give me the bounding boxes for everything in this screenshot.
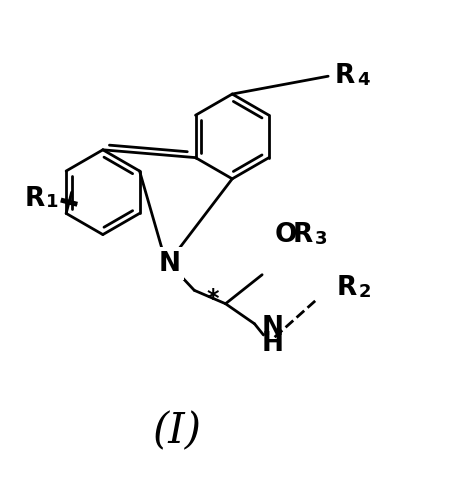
Text: 3: 3 [314,230,326,248]
Text: 4: 4 [356,71,369,89]
Text: R: R [336,275,357,301]
Text: N: N [158,251,180,277]
Text: N: N [261,315,283,341]
Text: O: O [274,222,297,247]
Text: R: R [25,186,45,212]
Text: 1: 1 [46,193,59,211]
Text: R: R [292,222,312,247]
Text: *: * [207,287,219,311]
Text: R: R [334,63,354,89]
Text: 2: 2 [358,282,370,300]
Text: H: H [261,331,283,357]
Text: (I): (I) [151,410,201,452]
